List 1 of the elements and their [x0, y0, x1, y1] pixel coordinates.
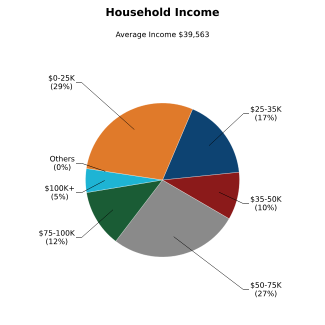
chart-title: Household Income [106, 8, 219, 16]
